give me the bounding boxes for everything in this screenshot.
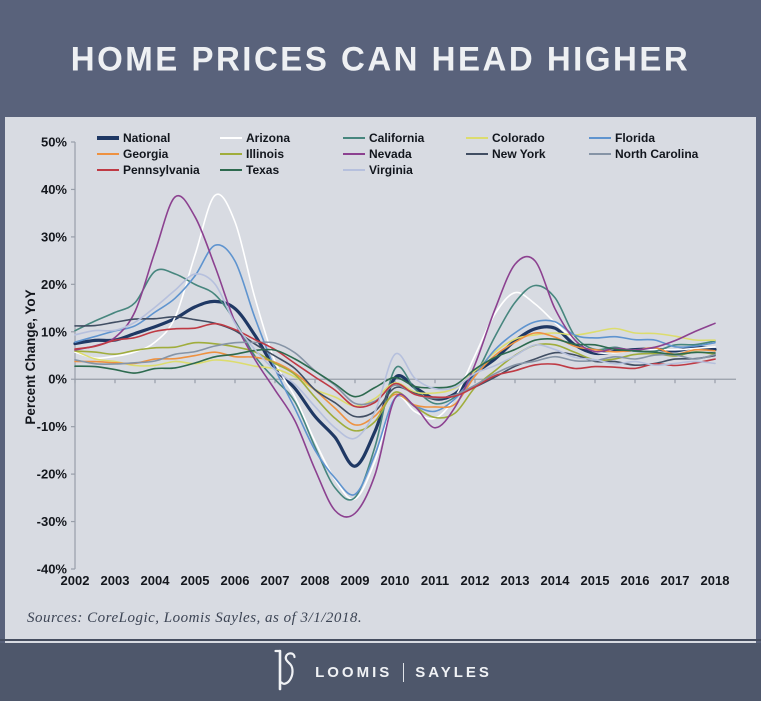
brand-loomis: LOOMIS bbox=[315, 663, 393, 681]
series-line-texas bbox=[74, 337, 716, 398]
series-line-virginia bbox=[74, 273, 716, 440]
header-band: HOME PRICES CAN HEAD HIGHER bbox=[0, 0, 761, 117]
legend-swatch bbox=[97, 136, 119, 140]
legend-label: Florida bbox=[615, 131, 656, 145]
footer-separator bbox=[0, 639, 761, 641]
series-line-new-york bbox=[74, 315, 716, 418]
legend-item-pennsylvania: Pennsylvania bbox=[97, 162, 220, 178]
loomis-sayles-logo-icon bbox=[274, 649, 296, 691]
x-tick-label: 2008 bbox=[301, 573, 330, 588]
y-tick-label: -40% bbox=[37, 562, 68, 577]
x-tick-label: 2009 bbox=[341, 573, 370, 588]
x-tick-label: 2005 bbox=[181, 573, 210, 588]
legend-swatch bbox=[97, 169, 119, 171]
series-line-pennsylvania bbox=[74, 322, 716, 409]
y-tick-label: 40% bbox=[41, 182, 67, 197]
legend-swatch bbox=[466, 137, 488, 139]
home-prices-line-chart: 50% 40% 30% 20% 10% 0% -10% -20% -30% -40%2002 200… bbox=[23, 135, 736, 588]
legend-item-georgia: Georgia bbox=[97, 146, 220, 162]
legend-column: California Nevada Virginia bbox=[343, 130, 466, 178]
legend-column: Colorado New York bbox=[466, 130, 589, 178]
legend-item-texas: Texas bbox=[220, 162, 343, 178]
legend-item-florida: Florida bbox=[589, 130, 712, 146]
legend-item-national: National bbox=[97, 130, 220, 146]
x-tick-label: 2004 bbox=[141, 573, 171, 588]
x-tick-label: 2010 bbox=[381, 573, 410, 588]
x-tick-label: 2018 bbox=[701, 573, 730, 588]
right-border bbox=[756, 117, 761, 643]
legend-swatch bbox=[220, 137, 242, 139]
legend-swatch bbox=[97, 153, 119, 155]
legend-label: National bbox=[123, 131, 171, 145]
x-tick-label: 2011 bbox=[421, 573, 449, 588]
legend-label: New York bbox=[492, 147, 546, 161]
x-tick-label: 2002 bbox=[61, 573, 90, 588]
legend-label: Georgia bbox=[123, 147, 169, 161]
legend-item-nevada: Nevada bbox=[343, 146, 466, 162]
legend-swatch bbox=[589, 153, 611, 155]
y-tick-label: -20% bbox=[37, 467, 68, 482]
legend-label: Nevada bbox=[369, 147, 412, 161]
legend-swatch bbox=[220, 153, 242, 155]
chart-legend: National Georgia Pennsylvania Arizona Illino… bbox=[97, 130, 712, 178]
legend-column: National Georgia Pennsylvania bbox=[97, 130, 220, 178]
legend-column: Florida North Carolina bbox=[589, 130, 712, 178]
x-tick-label: 2016 bbox=[621, 573, 650, 588]
legend-swatch bbox=[343, 153, 365, 155]
legend-swatch bbox=[466, 153, 488, 155]
brand-sayles: SAYLES bbox=[415, 663, 492, 681]
footer-band: LOOMIS SAYLES bbox=[0, 643, 761, 701]
y-tick-label: 0% bbox=[48, 372, 67, 387]
legend-item-arizona: Arizona bbox=[220, 130, 343, 146]
brand-divider bbox=[403, 662, 405, 682]
legend-label: Texas bbox=[246, 163, 280, 177]
left-border bbox=[0, 117, 5, 643]
y-axis-title: Percent Change, YoY bbox=[23, 289, 38, 424]
source-note: Sources: CoreLogic, Loomis Sayles, as of… bbox=[27, 610, 363, 626]
x-tick-label: 2006 bbox=[221, 573, 250, 588]
x-tick-label: 2003 bbox=[101, 573, 130, 588]
x-tick-label: 2013 bbox=[501, 573, 530, 588]
x-tick-label: 2015 bbox=[581, 573, 610, 588]
series-line-north-carolina bbox=[74, 341, 716, 406]
x-tick-label: 2012 bbox=[461, 573, 490, 588]
legend-label: Pennsylvania bbox=[123, 163, 200, 177]
legend-item-north-carolina: North Carolina bbox=[589, 146, 712, 162]
series-line-nevada bbox=[74, 194, 716, 518]
y-tick-label: -30% bbox=[37, 514, 68, 529]
legend-label: California bbox=[369, 131, 425, 145]
legend-item-colorado: Colorado bbox=[466, 130, 589, 146]
legend-item-virginia: Virginia bbox=[343, 162, 466, 178]
y-tick-label: 30% bbox=[41, 229, 67, 244]
legend-label: North Carolina bbox=[615, 147, 699, 161]
x-tick-label: 2007 bbox=[261, 573, 290, 588]
legend-item-illinois: Illinois bbox=[220, 146, 343, 162]
legend-item-new-york: New York bbox=[466, 146, 589, 162]
legend-label: Colorado bbox=[492, 131, 545, 145]
page-title: HOME PRICES CAN HEAD HIGHER bbox=[70, 38, 691, 78]
legend-swatch bbox=[220, 169, 242, 171]
legend-label: Illinois bbox=[246, 147, 285, 161]
legend-swatch bbox=[343, 137, 365, 139]
x-tick-label: 2017 bbox=[661, 573, 690, 588]
legend-label: Arizona bbox=[246, 131, 291, 145]
y-tick-label: 10% bbox=[41, 324, 67, 339]
series-line-illinois bbox=[74, 341, 716, 432]
legend-column: Arizona Illinois Texas bbox=[220, 130, 343, 178]
y-tick-label: 20% bbox=[41, 277, 67, 292]
x-tick-label: 2014 bbox=[541, 573, 571, 588]
y-tick-label: 50% bbox=[41, 135, 67, 150]
legend-label: Virginia bbox=[369, 163, 413, 177]
legend-swatch bbox=[343, 169, 365, 171]
legend-item-california: California bbox=[343, 130, 466, 146]
series-line-georgia bbox=[74, 332, 716, 426]
y-tick-label: -10% bbox=[37, 419, 68, 434]
legend-swatch bbox=[589, 137, 611, 139]
